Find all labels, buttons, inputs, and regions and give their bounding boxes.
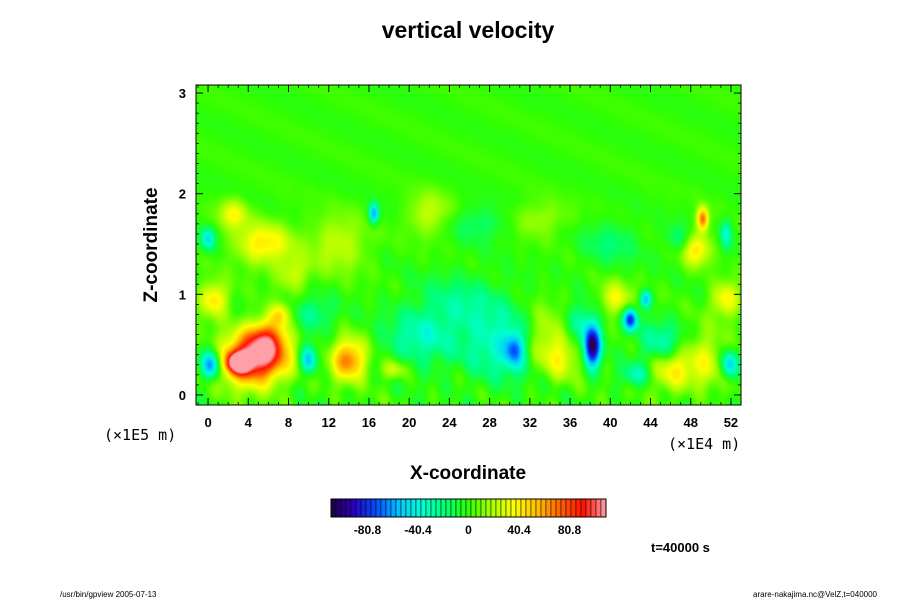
colorbar-tick-label: -40.4	[404, 523, 432, 537]
colorbar-cell	[495, 498, 502, 518]
x-tick-label: 44	[643, 415, 658, 430]
colorbar-cell	[585, 498, 592, 518]
colorbar-cell	[590, 498, 597, 518]
colorbar-cell	[535, 498, 542, 518]
colorbar-cell	[575, 498, 582, 518]
colorbar-cell	[415, 498, 422, 518]
colorbar-cell	[580, 498, 587, 518]
x-tick-label: 32	[523, 415, 537, 430]
colorbar-cell	[520, 498, 527, 518]
time-label: t=40000 s	[651, 540, 710, 555]
colorbar-tick-label: 0	[465, 523, 472, 537]
colorbar-cell	[510, 498, 517, 518]
colorbar-cell	[365, 498, 372, 518]
x-tick-label: 8	[285, 415, 292, 430]
colorbar-cell	[330, 498, 337, 518]
y-unit-label: (×1E5 m)	[104, 426, 176, 444]
x-tick-label: 52	[724, 415, 738, 430]
colorbar-cell	[600, 498, 607, 518]
y-axis-label: Z-coordinate	[141, 187, 162, 302]
colorbar-cell	[595, 498, 602, 518]
colorbar-cell	[540, 498, 547, 518]
x-tick-label: 28	[482, 415, 496, 430]
colorbar-tick-label: 40.4	[507, 523, 531, 537]
colorbar-cells	[330, 498, 607, 518]
y-tick-label: 3	[179, 86, 186, 101]
colorbar-cell	[460, 498, 467, 518]
x-axis-label: X-coordinate	[410, 463, 526, 484]
colorbar-cell	[355, 498, 362, 518]
x-tick-label: 16	[362, 415, 376, 430]
colorbar-cell	[445, 498, 452, 518]
x-tick-label: 0	[204, 415, 211, 430]
colorbar-cell	[350, 498, 357, 518]
heatmap-image	[196, 85, 741, 405]
colorbar-ticks: -80.8 -40.4 0 40.4 80.8	[354, 523, 582, 537]
colorbar-cell	[550, 498, 557, 518]
colorbar-cell	[485, 498, 492, 518]
y-tick-label: 2	[179, 187, 186, 202]
colorbar-cell	[490, 498, 497, 518]
colorbar-cell	[525, 498, 532, 518]
colorbar-cell	[475, 498, 482, 518]
colorbar-cell	[380, 498, 387, 518]
x-tick-label: 4	[245, 415, 253, 430]
plot-frame	[195, 84, 742, 406]
colorbar-cell	[335, 498, 342, 518]
y-axis-ticks: 0 1 2 3	[179, 86, 741, 403]
colorbar-cell	[555, 498, 562, 518]
colorbar-cell	[370, 498, 377, 518]
colorbar-cell	[500, 498, 507, 518]
x-tick-label: 36	[563, 415, 577, 430]
colorbar-cell	[545, 498, 552, 518]
x-tick-label: 48	[683, 415, 697, 430]
colorbar-cell	[430, 498, 437, 518]
colorbar-cell	[455, 498, 462, 518]
colorbar-cell	[390, 498, 397, 518]
x-tick-label: 20	[402, 415, 416, 430]
colorbar-cell	[410, 498, 417, 518]
colorbar-cell	[360, 498, 367, 518]
colorbar-cell	[505, 498, 512, 518]
colorbar-cell	[435, 498, 442, 518]
x-unit-label: (×1E4 m)	[668, 435, 740, 453]
colorbar-cell	[470, 498, 477, 518]
footer-right: arare-nakajima.nc@VelZ,t=040000	[753, 590, 878, 599]
chart-title: vertical velocity	[382, 17, 555, 43]
colorbar-cell	[450, 498, 457, 518]
x-tick-label: 12	[321, 415, 335, 430]
colorbar-cell	[340, 498, 347, 518]
colorbar-cell	[570, 498, 577, 518]
colorbar-cell	[565, 498, 572, 518]
colorbar-cell	[400, 498, 407, 518]
x-tick-label: 40	[603, 415, 617, 430]
colorbar-cell	[345, 498, 352, 518]
colorbar-tick-label: -80.8	[354, 523, 382, 537]
y-tick-label: 1	[179, 287, 186, 302]
colorbar-cell	[395, 498, 402, 518]
colorbar-cell	[480, 498, 487, 518]
colorbar-tick-label: 80.8	[558, 523, 582, 537]
footer-left: /usr/bin/gpview 2005-07-13	[60, 590, 157, 599]
colorbar-cell	[440, 498, 447, 518]
x-axis-ticks: 0 4 8 12 16 20 24 28 32 36 40 44 48 52	[197, 85, 742, 430]
colorbar-cell	[425, 498, 432, 518]
x-tick-label: 24	[442, 415, 457, 430]
colorbar: -80.8 -40.4 0 40.4 80.8	[330, 498, 607, 537]
colorbar-cell	[375, 498, 382, 518]
colorbar-cell	[530, 498, 537, 518]
colorbar-cell	[405, 498, 412, 518]
colorbar-cell	[560, 498, 567, 518]
colorbar-cell	[465, 498, 472, 518]
y-tick-label: 0	[179, 388, 186, 403]
colorbar-cell	[385, 498, 392, 518]
colorbar-cell	[420, 498, 427, 518]
colorbar-frame	[330, 498, 607, 518]
colorbar-cell	[515, 498, 522, 518]
